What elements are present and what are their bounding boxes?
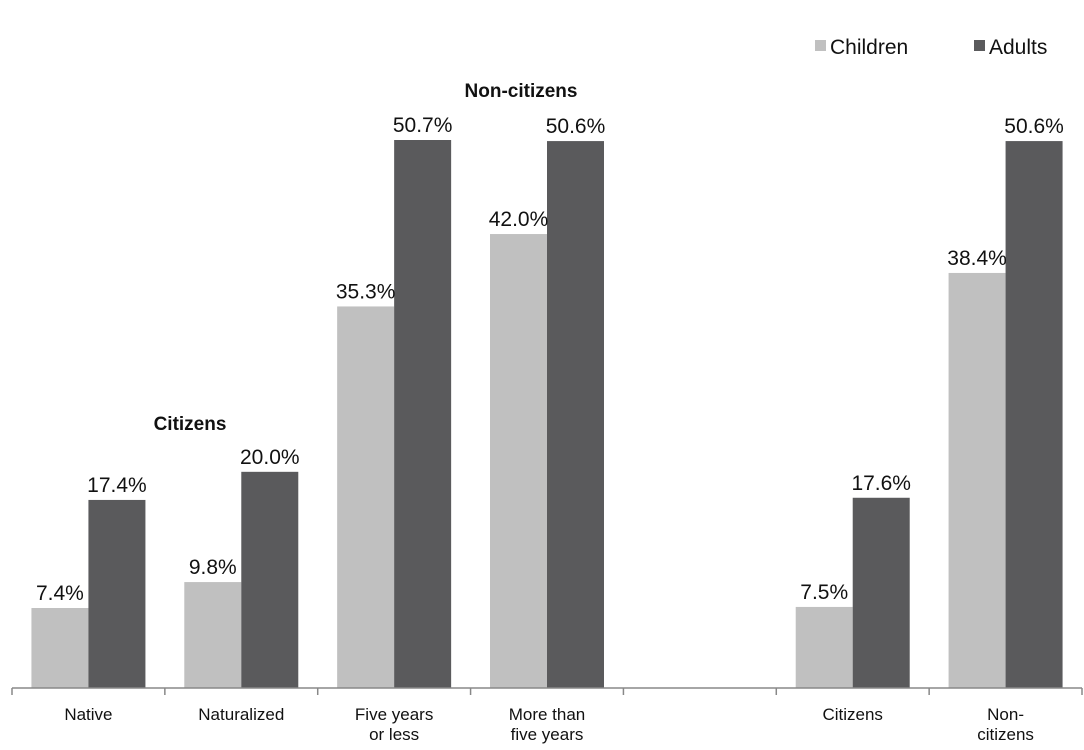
bar-children [184, 582, 242, 688]
bar-children [948, 272, 1006, 688]
legend-label-children: Children [830, 36, 908, 59]
bar-adults [852, 497, 910, 688]
x-tick-label-line: citizens [977, 725, 1034, 744]
data-label-children: 38.4% [947, 247, 1007, 270]
legend-swatch-adults [974, 40, 985, 51]
data-label-adults: 17.6% [851, 472, 911, 495]
x-tick-label: More than five years [509, 705, 586, 744]
bar-adults [88, 499, 146, 688]
data-label-children: 7.5% [800, 581, 848, 604]
x-tick-label-line: More than [509, 705, 586, 724]
bars-layer [31, 140, 1063, 688]
data-label-children: 7.4% [36, 582, 84, 605]
data-labels-layer: 7.4% 17.4% 9.8% 20.0% 35.3% 50.7% 42.0% 50.6% 7.… [36, 114, 1064, 605]
x-tick-label: Native [64, 705, 112, 724]
bar-adults [547, 141, 604, 688]
bar-adults [394, 140, 452, 688]
x-tick-label-line: Native [64, 705, 112, 724]
x-tick-label: Naturalized [198, 705, 284, 724]
bar-adults [241, 471, 299, 688]
data-label-children: 35.3% [336, 280, 396, 303]
x-tick-label-line: five years [511, 725, 584, 744]
data-label-adults: 17.4% [87, 474, 147, 497]
bar-children [31, 608, 89, 688]
bar-children [490, 234, 547, 688]
x-tick-label-line: Five years [355, 705, 433, 724]
bar-children [795, 606, 853, 688]
data-label-adults: 50.7% [393, 114, 453, 137]
x-tick-label: Citizens [822, 705, 882, 724]
data-label-children: 42.0% [489, 208, 549, 231]
x-tick-label: Non-citizens [977, 705, 1034, 744]
bar-adults [1005, 141, 1063, 688]
x-tick-label: Five years or less [355, 705, 433, 744]
legend: Children Adults [815, 36, 1047, 59]
legend-label-adults: Adults [989, 36, 1047, 59]
x-axis-ticks [11, 688, 1083, 695]
x-tick-label-line: Non- [987, 705, 1024, 724]
data-label-children: 9.8% [189, 556, 237, 579]
citizens-group-label: Citizens [154, 414, 227, 435]
x-tick-label-line: Citizens [822, 705, 882, 724]
legend-swatch-children [815, 40, 826, 51]
x-tick-label-line: or less [369, 725, 419, 744]
bar-children [337, 306, 395, 688]
non-citizens-group-label: Non-citizens [465, 81, 578, 102]
data-label-adults: 50.6% [1004, 115, 1064, 138]
data-label-adults: 20.0% [240, 446, 300, 469]
data-label-adults: 50.6% [546, 115, 606, 138]
x-tick-label-line: Naturalized [198, 705, 284, 724]
x-axis-tick-labels: Native Naturalized Five years or less More t… [64, 705, 1034, 744]
